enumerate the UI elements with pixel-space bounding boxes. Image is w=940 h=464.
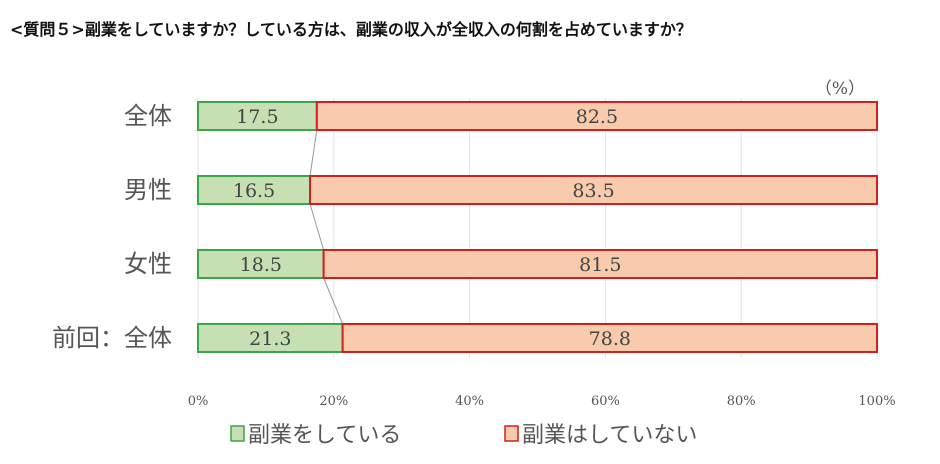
bar-segment [322,249,878,279]
category-label: 前回：全体 [52,324,172,352]
legend-swatch [504,425,519,442]
x-tick-label: 100% [858,394,895,409]
data-label: 83.5 [572,180,614,202]
bar-segment [315,101,878,131]
x-tick-label: 40% [455,394,484,409]
chart-title: <質問５>副業をしていますか？している方は、副業の収入が全収入の何割を占めていま… [10,20,692,39]
legend-label: 副業をしている [248,423,401,448]
bar-segment [341,323,878,353]
data-label: 82.5 [576,106,618,128]
data-label: 21.3 [249,328,291,350]
x-tick-label: 60% [591,394,620,409]
category-label: 女性 [124,250,172,278]
series-line [309,203,325,251]
x-tick-label: 0% [188,394,209,409]
category-label: 全体 [124,102,172,130]
data-label: 17.5 [236,106,278,128]
category-label: 男性 [124,176,172,204]
data-label: 16.5 [233,180,275,202]
x-tick-label: 20% [319,394,348,409]
x-tick-label: 80% [727,394,756,409]
bar-segment [309,175,879,205]
legend-label: 副業はしていない [522,423,697,448]
unit-label: （%） [815,79,865,99]
data-label: 78.8 [589,328,631,350]
series-line [323,277,344,325]
legend-swatch [230,425,245,442]
bar-segment [197,175,312,205]
bar-segment [197,249,325,279]
data-label: 81.5 [579,254,621,276]
series-line [309,129,318,177]
data-label: 18.5 [240,254,282,276]
